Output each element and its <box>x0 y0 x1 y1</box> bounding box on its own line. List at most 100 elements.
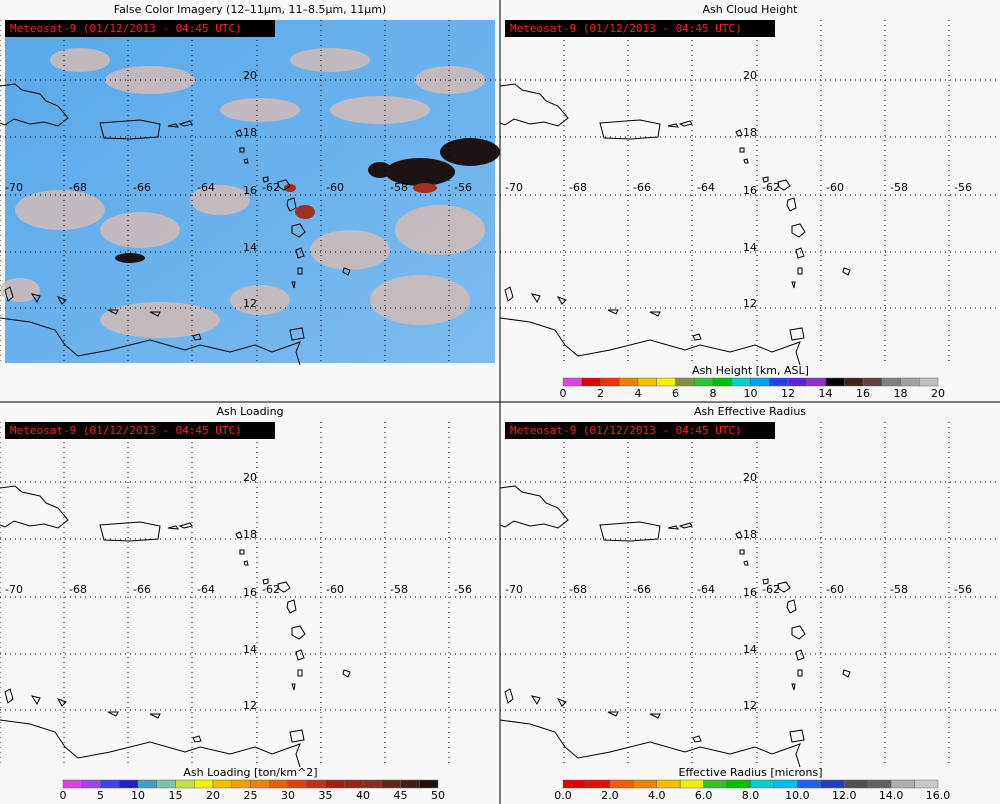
lat-label: 14 <box>243 643 257 656</box>
lon-label: -56 <box>954 181 972 194</box>
colorbar-swatch <box>137 779 157 789</box>
colorbar-tick: 8.0 <box>742 789 760 802</box>
lat-label: 14 <box>743 241 757 254</box>
colorbar-swatch <box>637 377 657 387</box>
lon-label: -64 <box>197 583 215 596</box>
colorbar-tick: 40 <box>356 789 370 802</box>
lon-label: -60 <box>326 583 344 596</box>
colorbar-tick: 2.0 <box>601 789 619 802</box>
lon-label: -66 <box>133 583 151 596</box>
colorbar-swatch <box>844 779 868 789</box>
panel: Ash Effective Radius Meteosat-9 (01/12/20… <box>499 405 1000 802</box>
lon-label: -66 <box>633 583 651 596</box>
colorbar-swatch <box>890 779 915 789</box>
coastline <box>499 83 851 366</box>
lon-label: -62 <box>762 181 780 194</box>
colorbar-swatch <box>679 779 704 789</box>
colorbar-tick: 50 <box>431 789 445 802</box>
lat-label: 18 <box>743 126 757 139</box>
stamp: Meteosat-9 (01/12/2013 - 04:45 UTC) <box>10 424 242 437</box>
colorbar-swatch <box>119 779 139 789</box>
colorbar-tick: 20 <box>206 789 220 802</box>
colorbar-tick: 16 <box>856 387 870 400</box>
lat-label: 20 <box>243 69 257 82</box>
lon-label: -64 <box>197 181 215 194</box>
colorbar-tick: 30 <box>281 789 295 802</box>
colorbar-tick: 20 <box>931 387 945 400</box>
panel-title: False Color Imagery (12–11μm, 11–8.5μm, … <box>114 3 387 16</box>
lat-label: 18 <box>743 528 757 541</box>
stamp: Meteosat-9 (01/12/2013 - 04:45 UTC) <box>10 22 242 35</box>
panel: Ash Cloud Height Meteosat-9 (01/12/2013 -… <box>499 3 1000 400</box>
colorbar-swatch <box>81 779 101 789</box>
lat-label: 16 <box>243 586 257 599</box>
lon-label: -62 <box>762 583 780 596</box>
lon-label: -60 <box>826 181 844 194</box>
colorbar-swatch <box>825 377 845 387</box>
colorbar-swatch <box>306 779 326 789</box>
lon-label: -62 <box>262 583 280 596</box>
panel: False Color Imagery (12–11μm, 11–8.5μm, … <box>0 3 500 366</box>
colorbar-swatch <box>344 779 364 789</box>
lat-label: 12 <box>243 297 257 310</box>
lon-label: -58 <box>390 181 408 194</box>
stamp-box <box>505 20 775 37</box>
colorbar-tick: 16.0 <box>926 789 951 802</box>
colorbar-swatch <box>586 779 611 789</box>
lon-label: -68 <box>569 583 587 596</box>
colorbar-swatch <box>862 377 882 387</box>
colorbar-tick: 6 <box>672 387 679 400</box>
colorbar-tick: 10 <box>744 387 758 400</box>
colorbar-swatch <box>726 779 751 789</box>
colorbar-swatch <box>731 377 751 387</box>
lon-label: -70 <box>505 181 523 194</box>
lat-label: 20 <box>743 69 757 82</box>
lat-label: 14 <box>243 241 257 254</box>
colorbar-swatch <box>381 779 401 789</box>
colorbar-swatch <box>806 377 826 387</box>
colorbar-swatch <box>175 779 195 789</box>
colorbar-swatch <box>269 779 289 789</box>
colorbar-swatch <box>750 377 770 387</box>
lon-label: -58 <box>890 583 908 596</box>
lat-label: 14 <box>743 643 757 656</box>
colorbar-swatch <box>712 377 732 387</box>
lon-label: -60 <box>826 583 844 596</box>
lat-label: 18 <box>243 528 257 541</box>
colorbar-swatch <box>694 377 714 387</box>
colorbar-tick: 0.0 <box>554 789 572 802</box>
colorbar-tick: 12.0 <box>832 789 857 802</box>
colorbar-tick: 25 <box>244 789 258 802</box>
colorbar-swatch <box>100 779 120 789</box>
lon-label: -70 <box>5 583 23 596</box>
lat-label: 16 <box>243 184 257 197</box>
colorbar-tick: 0 <box>60 789 67 802</box>
lon-label: -66 <box>633 181 651 194</box>
colorbar-tick: 35 <box>319 789 333 802</box>
lon-label: -70 <box>5 181 23 194</box>
colorbar-swatch <box>919 377 939 387</box>
colorbar-label: Effective Radius [microns] <box>679 766 823 779</box>
colorbar-swatch <box>609 779 634 789</box>
colorbar-tick: 8 <box>710 387 717 400</box>
panel-title: Ash Loading <box>216 405 283 418</box>
colorbar-swatch <box>656 779 681 789</box>
colorbar-swatch <box>900 377 920 387</box>
lat-label: 20 <box>243 471 257 484</box>
colorbar-tick: 18 <box>894 387 908 400</box>
lon-label: -66 <box>133 181 151 194</box>
colorbar-swatch <box>231 779 251 789</box>
colorbar-tick: 10 <box>131 789 145 802</box>
panel: Ash Loading Meteosat-9 (01/12/2013 - 04:4… <box>0 405 500 802</box>
lat-label: 16 <box>743 586 757 599</box>
stamp: Meteosat-9 (01/12/2013 - 04:45 UTC) <box>510 22 742 35</box>
colorbar-tick: 14.0 <box>879 789 904 802</box>
colorbar-swatch <box>581 377 601 387</box>
lat-label: 20 <box>743 471 757 484</box>
colorbar-tick: 10.0 <box>785 789 810 802</box>
colorbar-tick: 4 <box>635 387 642 400</box>
lat-label: 18 <box>243 126 257 139</box>
colorbar-swatch <box>675 377 695 387</box>
colorbar-swatch <box>844 377 864 387</box>
